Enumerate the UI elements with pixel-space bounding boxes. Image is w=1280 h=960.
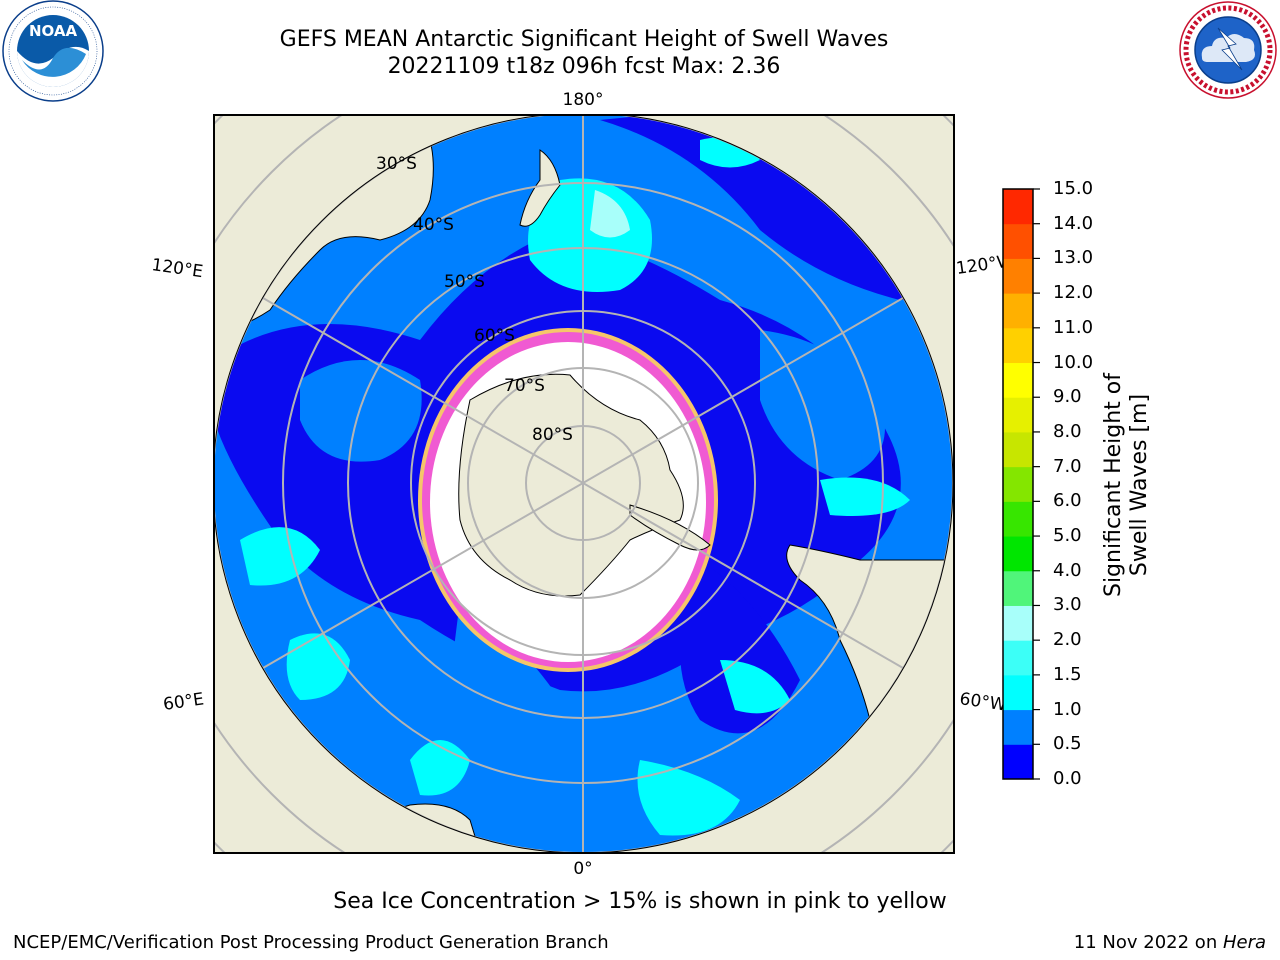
colorbar-tick-label: 15.0 <box>1053 178 1094 199</box>
colorbar-tick-label: 1.5 <box>1053 663 1082 685</box>
colorbar-tick-label: 1.0 <box>1053 698 1082 720</box>
swell-high-patch-1 <box>528 178 652 292</box>
forecast-subtitle: 20221109 t18z 096h fcst Max: 2.36 <box>387 54 781 79</box>
sea-ice-note: Sea Ice Concentration > 15% is shown in … <box>333 889 947 914</box>
colorbar-swatch <box>1003 327 1033 364</box>
colorbar-swatch <box>1003 605 1033 641</box>
swell-peak-patch <box>590 190 630 238</box>
colorbar-swatch <box>1003 397 1033 433</box>
colorbar-tick-label: 13.0 <box>1053 247 1094 269</box>
colorbar-swatch <box>1003 570 1033 606</box>
colorbar-swatch <box>1003 258 1033 294</box>
colorbar-swatch <box>1003 640 1033 676</box>
lat-label-40s: 40°S <box>413 215 454 235</box>
lat-label-50s: 50°S <box>444 272 485 292</box>
colorbar-swatch <box>1003 744 1033 780</box>
swell-high-patch-3 <box>240 527 320 586</box>
colorbar-tick-label: 7.0 <box>1053 455 1082 477</box>
colorbar-tick-label: 6.0 <box>1053 490 1082 512</box>
colorbar-tick-label: 11.0 <box>1053 316 1094 338</box>
noaa-logo-text: NOAA <box>29 22 78 40</box>
swell-high-patch-5 <box>637 760 740 836</box>
footer-date: 11 Nov 2022 on Hera <box>1074 932 1266 953</box>
swell-mid-patch <box>300 360 422 462</box>
lon-label-bottom: 0° <box>573 859 592 879</box>
lat-label-80s: 80°S <box>532 425 573 445</box>
colorbar-tick-label: 5.0 <box>1053 525 1082 547</box>
lon-label-upper-left: 120°E <box>150 255 204 282</box>
colorbar-tick-label: 9.0 <box>1053 386 1082 408</box>
lat-label-70s: 70°S <box>504 376 545 396</box>
swell-high-patch-6 <box>720 660 790 714</box>
colorbar-swatch <box>1003 501 1033 537</box>
colorbar-tick-label: 0.0 <box>1053 768 1082 789</box>
colorbar-swatch <box>1003 466 1033 502</box>
colorbar <box>1003 189 1033 780</box>
colorbar-frame <box>1002 188 1034 780</box>
meridian-lines <box>262 115 904 853</box>
colorbar-tick-label: 2.0 <box>1053 629 1082 651</box>
colorbar-tick-label: 10.0 <box>1053 351 1094 373</box>
footer-host: Hera <box>1222 932 1266 953</box>
colorbar-tick-label: 4.0 <box>1053 559 1082 581</box>
antarctica-land <box>458 373 684 597</box>
lon-label-top: 180° <box>563 90 604 110</box>
colorbar-swatch <box>1003 709 1033 745</box>
lat-label-60s: 60°S <box>474 326 515 346</box>
lat-label-30s: 30°S <box>376 154 417 174</box>
swell-mid-patch-east <box>760 330 885 480</box>
lon-label-lower-right: 60°W <box>958 689 1007 715</box>
colorbar-swatch <box>1003 293 1033 329</box>
colorbar-swatch <box>1003 431 1033 468</box>
map-title: GEFS MEAN Antarctic Significant Height o… <box>279 27 889 52</box>
colorbar-swatch <box>1003 536 1033 572</box>
lon-label-lower-left: 60°E <box>162 689 205 714</box>
footer-credit: NCEP/EMC/Verification Post Processing Pr… <box>13 932 609 953</box>
noaa-logo: NOAA <box>2 0 104 102</box>
new-zealand-land <box>519 149 561 227</box>
colorbar-tick-label: 12.0 <box>1053 282 1094 304</box>
colorbar-swatch <box>1003 674 1033 711</box>
map-frame <box>213 114 955 854</box>
colorbar-swatch <box>1003 362 1033 398</box>
colorbar-swatch <box>1003 223 1033 259</box>
swell-high-patch-7 <box>820 477 910 516</box>
colorbar-label: Significant Height of Swell Waves [m] <box>1101 372 1152 598</box>
nws-logo <box>1179 1 1277 99</box>
footer-date-text: 11 Nov 2022 on <box>1073 932 1223 953</box>
colorbar-tick-label: 3.0 <box>1053 594 1082 616</box>
colorbar-tick-label: 14.0 <box>1053 212 1094 234</box>
colorbar-tick-label: 0.5 <box>1053 733 1082 755</box>
colorbar-tick-marks <box>1033 188 1040 780</box>
colorbar-swatch <box>1003 189 1033 225</box>
colorbar-tick-label: 8.0 <box>1053 420 1082 442</box>
